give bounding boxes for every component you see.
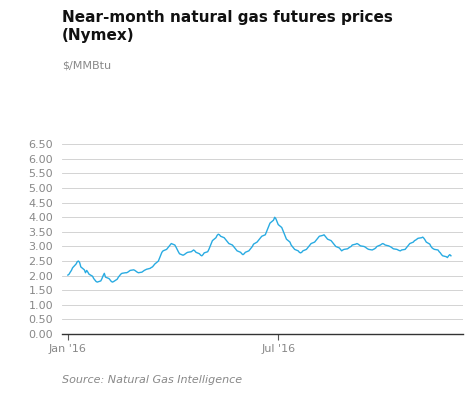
Text: Near-month natural gas futures prices: Near-month natural gas futures prices	[62, 10, 392, 25]
Text: (Nymex): (Nymex)	[62, 28, 134, 42]
Text: Source: Natural Gas Intelligence: Source: Natural Gas Intelligence	[62, 375, 242, 385]
Text: $/MMBtu: $/MMBtu	[62, 61, 111, 71]
